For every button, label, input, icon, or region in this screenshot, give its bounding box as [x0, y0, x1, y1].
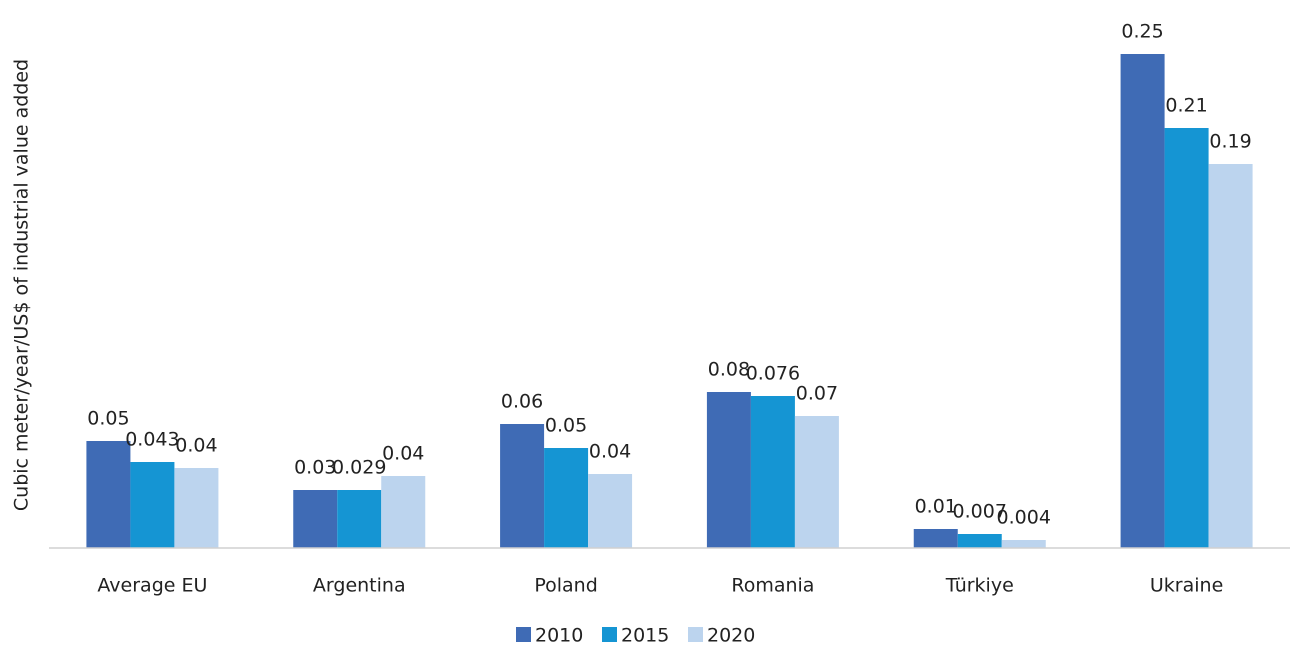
x-tick-label: Romania [731, 575, 814, 597]
x-tick-label: Argentina [313, 575, 406, 597]
x-tick-label: Average EU [97, 575, 207, 597]
bar [500, 424, 545, 548]
legend-swatch [688, 627, 703, 642]
bar [174, 468, 219, 548]
bar [957, 534, 1002, 548]
data-label: 0.21 [1165, 95, 1207, 117]
bar [750, 396, 795, 548]
bar [86, 441, 131, 548]
legend-label: 2020 [707, 625, 755, 646]
bar [794, 416, 839, 548]
bar [293, 490, 338, 548]
bar [1208, 164, 1253, 548]
data-label: 0.05 [87, 408, 129, 430]
x-tick-label: Poland [534, 575, 597, 597]
bar [1164, 128, 1209, 548]
data-label: 0.029 [332, 457, 386, 479]
bar [130, 462, 175, 548]
x-tick-label: Türkiye [945, 575, 1014, 597]
y-axis-label: Cubic meter/year/US$ of industrial value… [11, 59, 33, 511]
data-label: 0.06 [501, 391, 543, 413]
data-label: 0.03 [294, 457, 336, 479]
data-label: 0.043 [125, 429, 179, 451]
bar [337, 490, 382, 548]
bar [1120, 54, 1165, 548]
bar [588, 474, 633, 548]
data-label: 0.01 [915, 496, 957, 518]
legend-swatch [516, 627, 531, 642]
data-label: 0.07 [796, 383, 838, 405]
legend-label: 2010 [535, 625, 583, 646]
legend-swatch [602, 627, 617, 642]
bar [913, 529, 958, 548]
bar [544, 448, 589, 548]
x-tick-label: Ukraine [1150, 575, 1223, 597]
data-label: 0.05 [545, 415, 587, 437]
data-label: 0.076 [746, 363, 800, 385]
data-label: 0.08 [708, 359, 750, 381]
data-label: 0.007 [953, 501, 1007, 523]
data-label: 0.19 [1209, 131, 1251, 153]
bar [1001, 540, 1046, 548]
data-label: 0.004 [997, 507, 1051, 529]
data-label: 0.04 [589, 441, 631, 463]
legend-label: 2015 [621, 625, 669, 646]
bar [381, 476, 426, 548]
data-label: 0.25 [1121, 21, 1163, 43]
data-label: 0.04 [382, 443, 424, 465]
bar [706, 392, 751, 548]
data-label: 0.04 [175, 435, 217, 457]
